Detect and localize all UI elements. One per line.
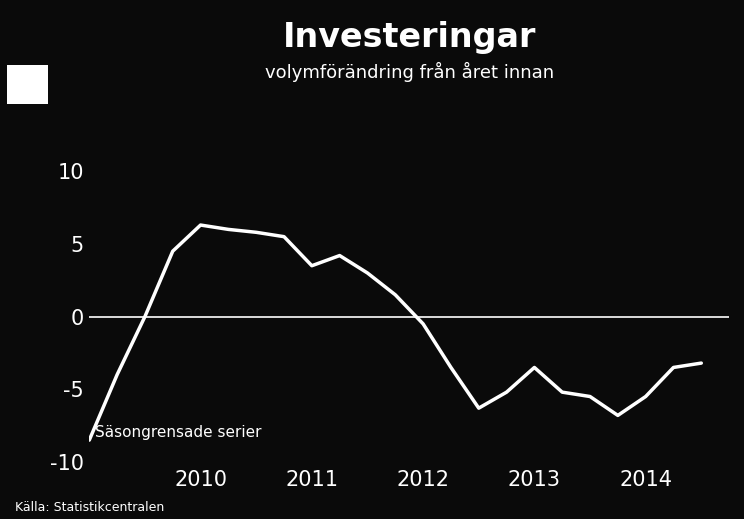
- Text: Källa: Statistikcentralen: Källa: Statistikcentralen: [15, 501, 164, 514]
- Text: volymförändring från året innan: volymförändring från året innan: [265, 62, 554, 83]
- Text: Investeringar: Investeringar: [283, 21, 536, 54]
- Text: Säsongrensade serier: Säsongrensade serier: [94, 425, 261, 440]
